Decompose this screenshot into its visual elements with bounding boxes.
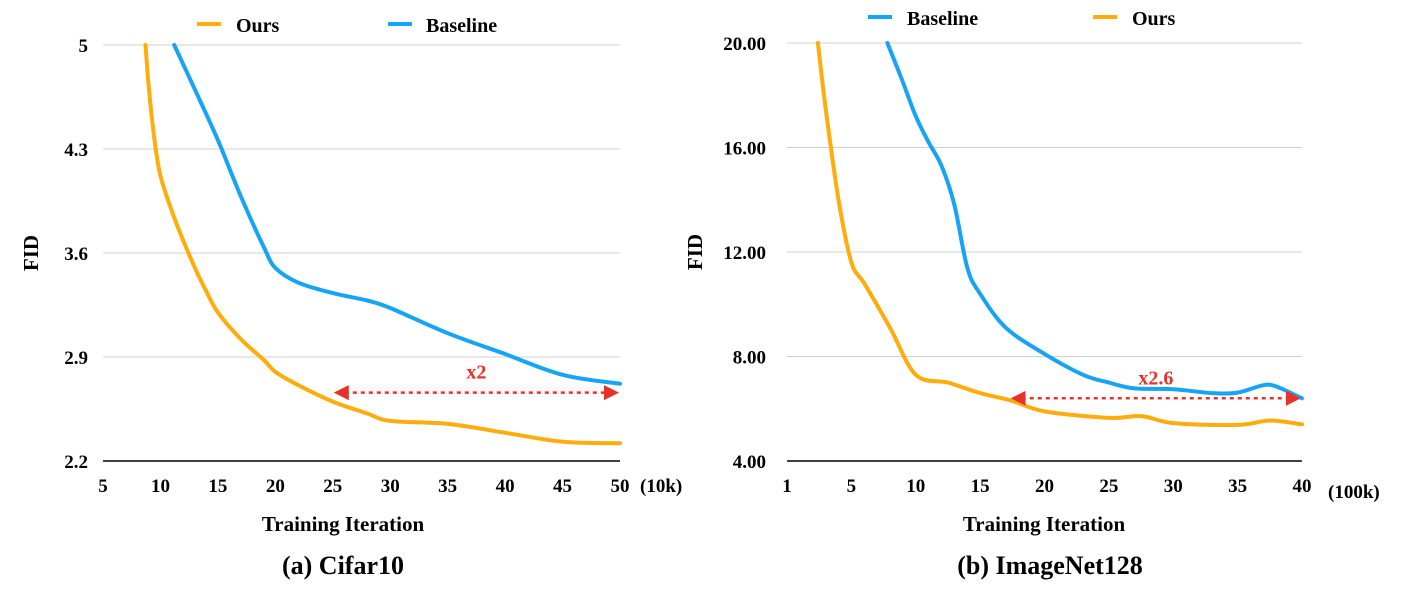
x-axis-title: Training Iteration xyxy=(262,512,425,536)
y-tick-label: 16.00 xyxy=(723,139,766,160)
speedup-label: x2 xyxy=(466,362,486,384)
chart-0: 2.2 2.9 3.6 4.3 5 5 10 15 20 25 30 35 40 45 50 (10k) FID… xyxy=(19,15,682,580)
y-axis-title: FID xyxy=(683,234,707,270)
x-tick-label: 5 xyxy=(98,476,108,497)
x-tick-label: 15 xyxy=(971,476,990,497)
y-axis-title: FID xyxy=(19,235,43,271)
series-line-ours xyxy=(815,41,1304,428)
series-line-baseline xyxy=(172,43,622,386)
y-tick-label: 2.9 xyxy=(64,348,88,369)
chart-caption: (a) Cifar10 xyxy=(282,551,404,580)
speedup-label: x2.6 xyxy=(1138,367,1173,389)
y-tick-label: 20.00 xyxy=(723,34,766,55)
x-tick-label: 15 xyxy=(208,476,227,497)
x-tick-label: 10 xyxy=(906,476,925,497)
y-tick-label: 3.6 xyxy=(64,244,88,265)
x-tick-label: 25 xyxy=(323,476,342,497)
x-tick-label: 5 xyxy=(847,476,857,497)
legend-label-baseline: Baseline xyxy=(907,8,978,30)
x-unit-label: (10k) xyxy=(640,476,682,497)
y-tick-label: 8.00 xyxy=(733,348,766,369)
x-tick-label: 25 xyxy=(1099,476,1118,497)
y-tick-label: 4.00 xyxy=(733,452,766,473)
x-tick-label: 35 xyxy=(438,476,457,497)
x-tick-label: 40 xyxy=(1293,476,1312,497)
x-unit-label: (100k) xyxy=(1328,482,1380,503)
y-tick-label: 4.3 xyxy=(64,140,88,161)
x-tick-label: 30 xyxy=(1164,476,1183,497)
legend-label-baseline: Baseline xyxy=(426,15,497,37)
y-tick-label: 2.2 xyxy=(64,452,88,473)
x-tick-label: 45 xyxy=(553,476,572,497)
legend-label-ours: Ours xyxy=(1132,8,1176,30)
y-tick-label: 12.00 xyxy=(723,243,766,264)
y-tick-label: 5 xyxy=(79,36,89,57)
x-tick-label: 35 xyxy=(1228,476,1247,497)
x-tick-label: 30 xyxy=(381,476,400,497)
series-line-baseline xyxy=(885,41,1304,401)
legend-label-ours: Ours xyxy=(236,15,280,37)
x-tick-label: 40 xyxy=(496,476,515,497)
x-tick-label: 20 xyxy=(1035,476,1054,497)
x-axis-title: Training Iteration xyxy=(963,512,1126,536)
x-tick-label: 10 xyxy=(151,476,170,497)
x-tick-label: 1 xyxy=(782,476,792,497)
x-tick-label: 50 xyxy=(611,476,630,497)
x-tick-label: 20 xyxy=(266,476,285,497)
chart-caption: (b) ImageNet128 xyxy=(957,551,1143,580)
series-line-ours xyxy=(143,43,622,446)
